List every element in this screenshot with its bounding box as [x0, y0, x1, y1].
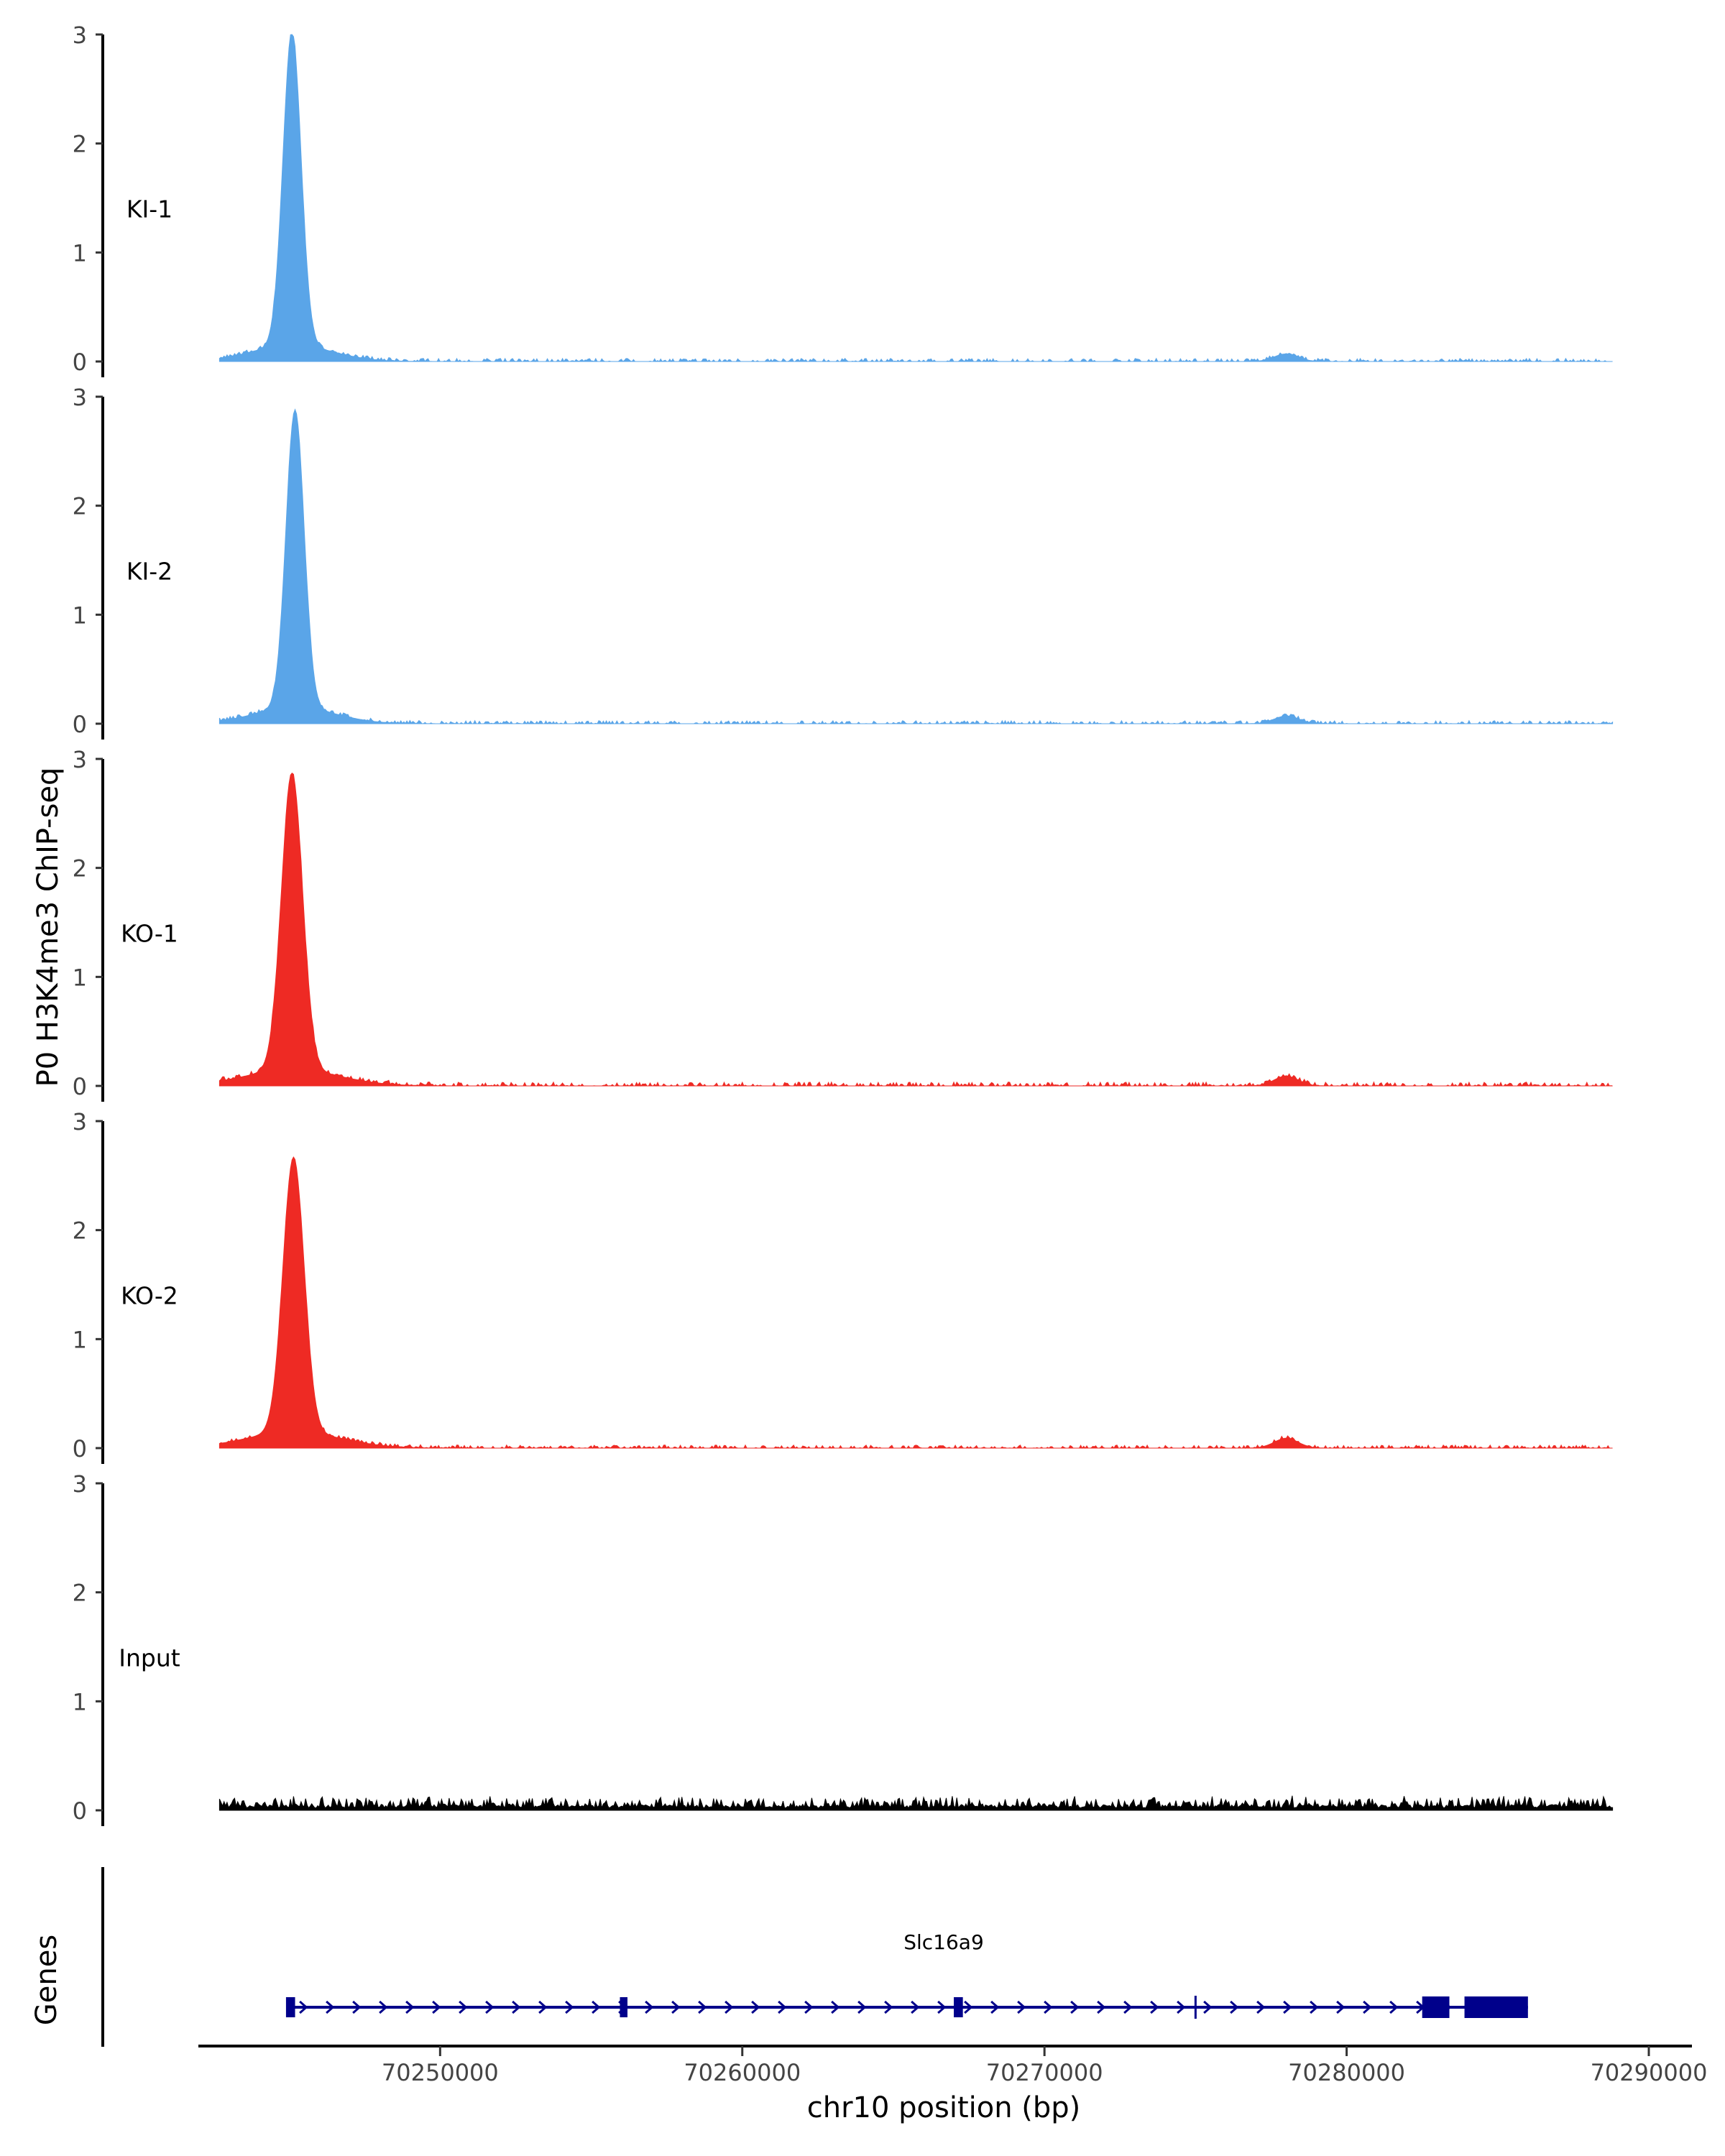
x-tick-label: 70280000 — [1288, 2059, 1405, 2086]
strand-arrow — [512, 2000, 521, 2014]
strand-arrow — [778, 2000, 787, 2014]
y-tick-label: 1 — [73, 1688, 87, 1715]
strand-arrow — [964, 2000, 973, 2014]
x-axis-label: chr10 position (bp) — [807, 2091, 1081, 2124]
exon — [1422, 1996, 1450, 2018]
strand-arrow — [565, 2000, 574, 2014]
strand-arrow — [1177, 2000, 1186, 2014]
strand-arrow — [1150, 2000, 1159, 2014]
track-ko-2: 0 1 2 3 KO-2 — [73, 1108, 1613, 1464]
y-tick-label: 1 — [73, 964, 87, 991]
y-tick-label: 3 — [73, 1108, 87, 1135]
y-tick-label: 2 — [73, 1580, 87, 1607]
strand-arrow — [1389, 2000, 1399, 2014]
strand-arrow — [432, 2000, 441, 2014]
y-tick-label: 1 — [73, 1326, 87, 1353]
track-label: Input — [119, 1644, 180, 1672]
strand-arrow — [1363, 2000, 1372, 2014]
exon — [285, 1997, 295, 2017]
tracks-group: 0 1 2 3 KI-1 0 1 2 3 KI-2 0 1 2 3 KO-1 0 1 2 3 KO-2 0 1 2 3 Inpu… — [73, 22, 1614, 1826]
signal-area — [218, 772, 1613, 1087]
y-tick-label: 2 — [73, 855, 87, 883]
y-tick-label: 3 — [73, 746, 87, 773]
y-tick-label: 3 — [73, 22, 87, 49]
strand-arrow — [1283, 2000, 1292, 2014]
y-tick-label: 1 — [73, 239, 87, 267]
strand-arrow — [884, 2000, 893, 2014]
signal-area — [218, 408, 1614, 725]
track-ki-1: 0 1 2 3 KI-1 — [73, 22, 1613, 377]
y-tick-label: 2 — [73, 1217, 87, 1245]
y-tick-label: 3 — [73, 1470, 87, 1498]
strand-arrow — [724, 2000, 734, 2014]
y-tick-label: 2 — [73, 493, 87, 520]
strand-arrow — [751, 2000, 760, 2014]
y-tick-label: 0 — [73, 1797, 87, 1825]
signal-area — [218, 1795, 1614, 1811]
y-tick-label: 0 — [73, 1435, 87, 1462]
track-ko-1: 0 1 2 3 KO-1 — [73, 746, 1613, 1102]
strand-arrow — [1070, 2000, 1080, 2014]
track-label: KO-1 — [121, 920, 178, 948]
x-tick-label: 70290000 — [1591, 2059, 1708, 2086]
strand-arrow — [645, 2000, 654, 2014]
signal-area — [218, 34, 1613, 363]
x-tick-label: 70270000 — [986, 2059, 1103, 2086]
strand-arrow — [990, 2000, 1000, 2014]
strand-arrow — [538, 2000, 548, 2014]
genes-label: Genes — [30, 1935, 63, 2025]
strand-arrow — [405, 2000, 415, 2014]
strand-arrow — [671, 2000, 681, 2014]
signal-area — [218, 1156, 1613, 1450]
strand-arrow — [698, 2000, 707, 2014]
strand-arrow — [1097, 2000, 1106, 2014]
track-input: 0 1 2 3 Input — [73, 1470, 1614, 1826]
strand-arrow — [911, 2000, 920, 2014]
y-tick-label: 1 — [73, 602, 87, 629]
strand-arrow — [1123, 2000, 1133, 2014]
x-tick-label: 70250000 — [382, 2059, 499, 2086]
exon — [620, 1997, 627, 2017]
y-tick-label: 0 — [73, 349, 87, 376]
gene-name-label: Slc16a9 — [903, 1930, 984, 1954]
y-tick-label: 0 — [73, 1073, 87, 1100]
strand-arrow — [379, 2000, 388, 2014]
y-axis-label: P0 H3K4me3 ChIP-seq — [32, 768, 65, 1087]
strand-arrow — [485, 2000, 494, 2014]
strand-arrow — [352, 2000, 362, 2014]
y-tick-label: 3 — [73, 384, 87, 411]
exon — [1464, 1996, 1528, 2018]
track-label: KI-1 — [126, 195, 172, 224]
strand-arrow — [1336, 2000, 1346, 2014]
exon — [954, 1997, 963, 2017]
strand-arrow — [1256, 2000, 1266, 2014]
track-label: KI-2 — [126, 558, 172, 586]
strand-arrow — [804, 2000, 814, 2014]
x-tick-label: 70260000 — [684, 2059, 801, 2086]
track-label: KO-2 — [121, 1282, 178, 1310]
strand-arrow — [1044, 2000, 1053, 2014]
strand-arrow — [1203, 2000, 1213, 2014]
y-tick-label: 2 — [73, 131, 87, 158]
strand-arrow — [831, 2000, 840, 2014]
strand-arrow — [1230, 2000, 1239, 2014]
strand-arrow — [299, 2000, 308, 2014]
strand-arrow — [592, 2000, 601, 2014]
strand-arrow — [326, 2000, 335, 2014]
gene-track: Slc16a9 — [285, 1930, 1528, 2019]
y-tick-label: 0 — [73, 711, 87, 738]
track-ki-2: 0 1 2 3 KI-2 — [73, 384, 1614, 740]
strand-arrow — [857, 2000, 867, 2014]
strand-arrow — [459, 2000, 468, 2014]
strand-arrow — [1017, 2000, 1026, 2014]
x-axis: 70250000 70260000 70270000 70280000 70290000 — [198, 2045, 1708, 2086]
strand-arrow — [937, 2000, 947, 2014]
strand-arrow — [1310, 2000, 1319, 2014]
